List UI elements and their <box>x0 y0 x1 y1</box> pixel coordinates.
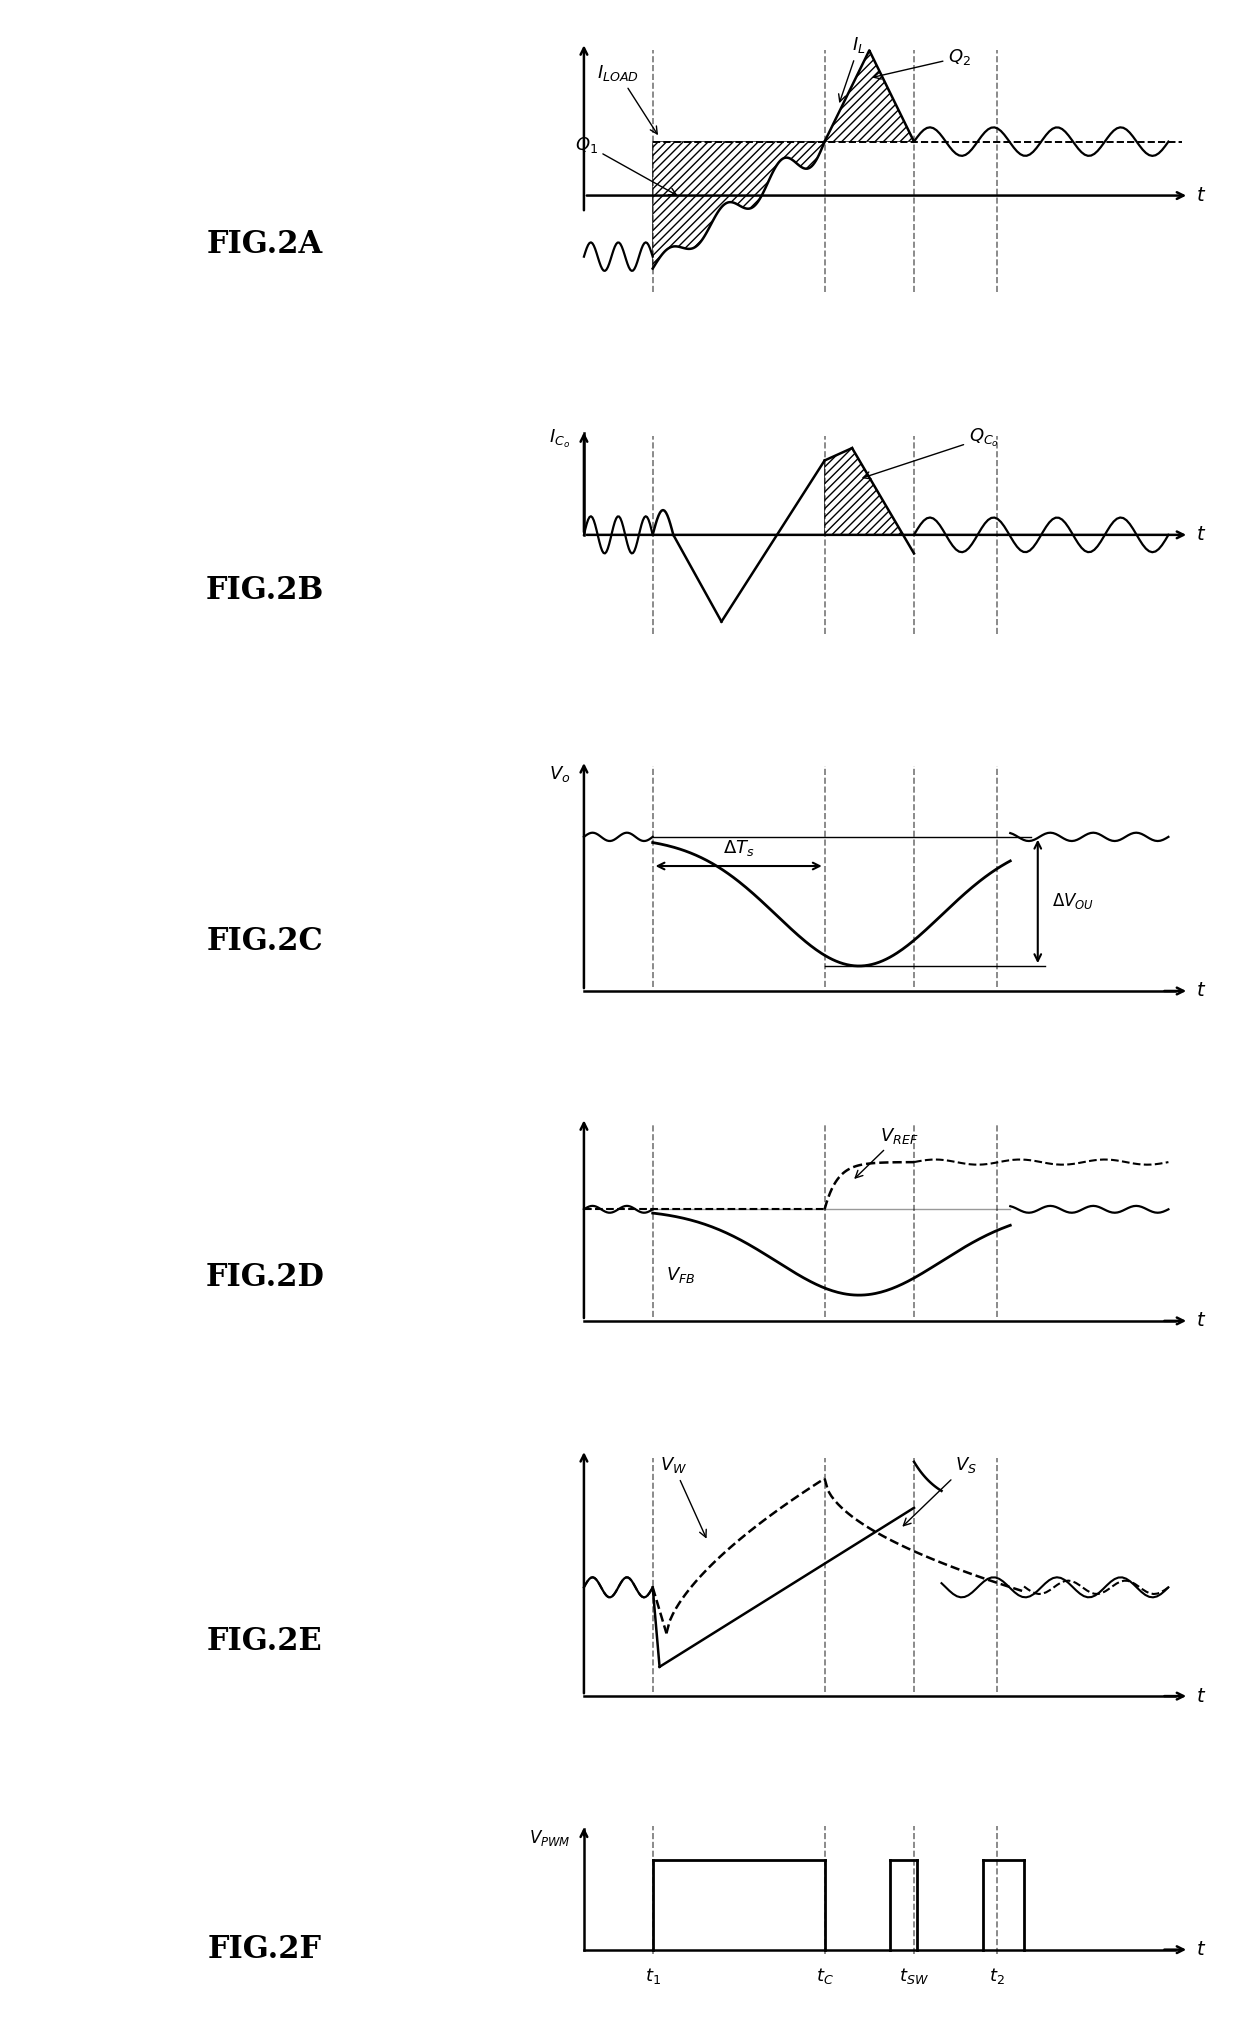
Text: $t_C$: $t_C$ <box>816 1966 833 1986</box>
Text: $\Delta V_{OU}$: $\Delta V_{OU}$ <box>1052 891 1094 912</box>
Text: $t$: $t$ <box>1195 1687 1207 1705</box>
Text: $\Delta T_s$: $\Delta T_s$ <box>723 838 754 857</box>
Text: $V_{PWM}$: $V_{PWM}$ <box>528 1827 570 1848</box>
Text: $I_{LOAD}$: $I_{LOAD}$ <box>598 63 657 134</box>
Text: $t$: $t$ <box>1195 1939 1207 1960</box>
Text: $t_{SW}$: $t_{SW}$ <box>899 1966 929 1986</box>
Text: $V_W$: $V_W$ <box>660 1455 707 1536</box>
Text: FIG.2E: FIG.2E <box>207 1626 322 1656</box>
Text: $t$: $t$ <box>1195 981 1207 1001</box>
Text: $t$: $t$ <box>1195 185 1207 206</box>
Text: FIG.2A: FIG.2A <box>207 230 322 260</box>
Text: FIG.2F: FIG.2F <box>208 1933 322 1966</box>
Text: $Q_2$: $Q_2$ <box>873 47 971 79</box>
Text: $t$: $t$ <box>1195 525 1207 543</box>
Text: $t$: $t$ <box>1195 1311 1207 1331</box>
Text: $V_S$: $V_S$ <box>904 1455 977 1526</box>
Text: $I_{C_o}$: $I_{C_o}$ <box>549 427 570 450</box>
Text: $V_o$: $V_o$ <box>549 765 570 783</box>
Text: $V_{FB}$: $V_{FB}$ <box>666 1266 696 1286</box>
Text: FIG.2B: FIG.2B <box>206 576 324 606</box>
Text: $Q_{C_o}$: $Q_{C_o}$ <box>863 427 999 478</box>
Text: FIG.2D: FIG.2D <box>206 1262 325 1294</box>
Text: $t_2$: $t_2$ <box>988 1966 1004 1986</box>
Text: $Q_1$: $Q_1$ <box>574 134 676 195</box>
Text: $I_L$: $I_L$ <box>838 35 866 102</box>
Text: $V_{REF}$: $V_{REF}$ <box>856 1125 918 1178</box>
Text: FIG.2C: FIG.2C <box>207 926 324 956</box>
Text: $t_1$: $t_1$ <box>645 1966 661 1986</box>
